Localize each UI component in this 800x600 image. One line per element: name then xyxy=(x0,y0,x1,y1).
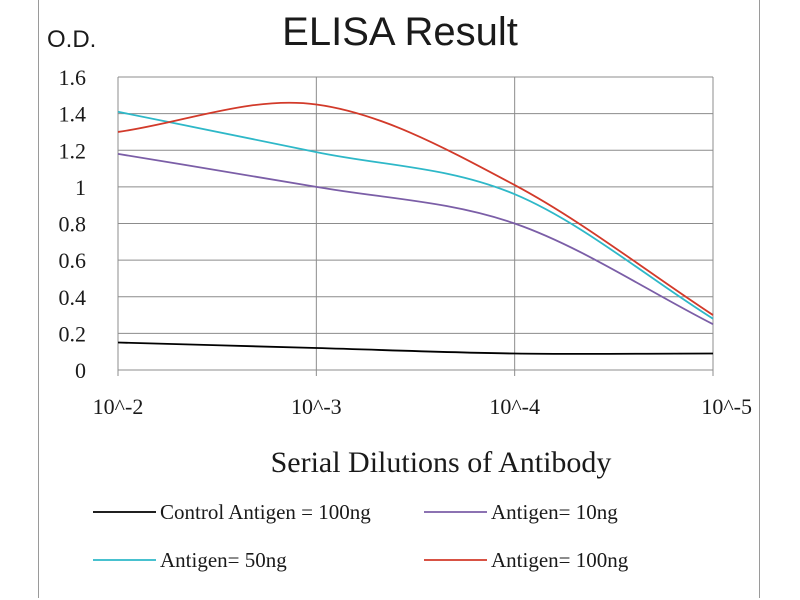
y-tick-label: 0.6 xyxy=(59,248,87,273)
y-tick-label: 0.2 xyxy=(59,321,87,346)
chart-title: ELISA Result xyxy=(282,10,518,54)
series-line-0 xyxy=(117,341,714,355)
legend-label: Antigen= 100ng xyxy=(491,548,629,572)
x-tick-label: 10^-2 xyxy=(93,394,144,419)
y-tick-label: 0.8 xyxy=(59,212,87,237)
series-line-3 xyxy=(117,101,714,316)
x-tick-label: 10^-3 xyxy=(291,394,342,419)
y-tick-label: 0.4 xyxy=(59,285,87,310)
chart-frame xyxy=(38,0,760,598)
series-lines xyxy=(117,101,714,355)
x-tick-labels: 10^-2 10^-3 10^-4 10^-5 xyxy=(93,394,752,419)
y-tick-label: 1.2 xyxy=(59,138,87,163)
legend-label: Antigen= 50ng xyxy=(160,548,287,572)
series-line-2 xyxy=(117,110,714,320)
y-tick-labels: 0 0.2 0.4 0.6 0.8 1 1.2 1.4 1.6 xyxy=(59,65,87,383)
x-tick-label: 10^-5 xyxy=(701,394,752,419)
y-tick-label: 1 xyxy=(75,175,86,200)
legend: Control Antigen = 100ng Antigen= 10ng Anti… xyxy=(93,500,629,572)
x-axis-label: Serial Dilutions of Antibody xyxy=(271,446,612,479)
series-line-1 xyxy=(117,153,714,326)
legend-label: Antigen= 10ng xyxy=(491,500,618,524)
y-tick-label: 1.4 xyxy=(59,102,87,127)
y-axis-label: O.D. xyxy=(47,26,96,53)
x-tick-label: 10^-4 xyxy=(489,394,540,419)
y-tick-label: 0 xyxy=(75,358,86,383)
legend-label: Control Antigen = 100ng xyxy=(160,500,371,524)
y-tick-label: 1.6 xyxy=(59,65,87,90)
gridlines xyxy=(117,76,714,376)
